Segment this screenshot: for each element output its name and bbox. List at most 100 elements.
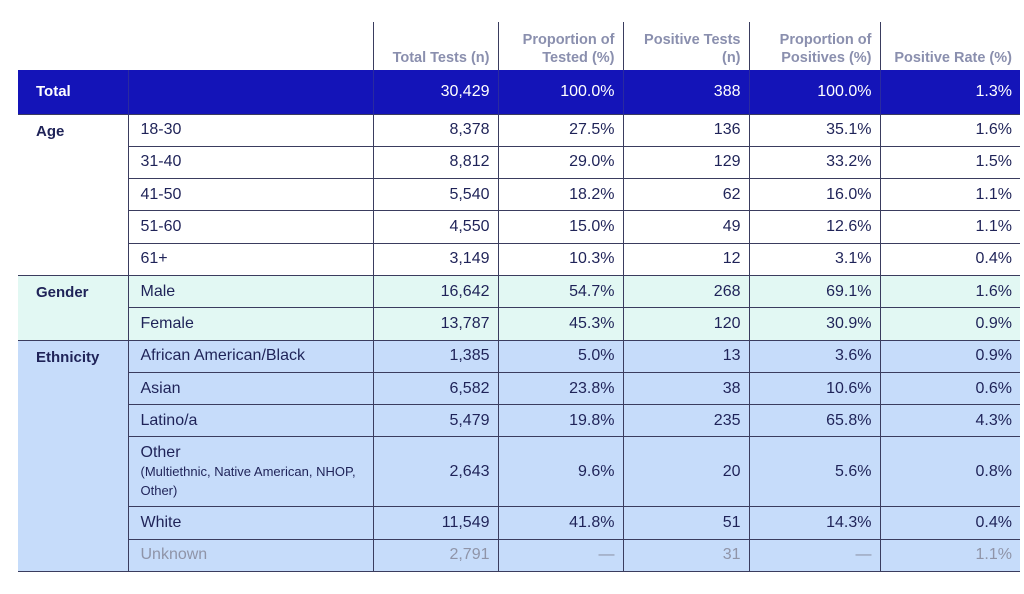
age-row-label: 41-50 xyxy=(127,178,373,211)
total-positive-rate-cell: 1.3% xyxy=(879,70,1020,114)
total-tests-cell: 3,149 xyxy=(372,242,498,276)
positive-rate-cell: 0.4% xyxy=(879,506,1020,540)
ethnicity-category-label: Ethnicity xyxy=(18,339,128,573)
row-label-text: Other xyxy=(140,444,181,462)
proportion-positives-cell: 3.6% xyxy=(748,339,880,373)
header-row: Total Tests (n) Proportion of Tested (%)… xyxy=(18,22,1020,70)
ethnicity-row: Unknown 2,791—31—1.1% xyxy=(18,538,1020,573)
row-label-text: 41-50 xyxy=(140,185,182,203)
row-label-text: 18-30 xyxy=(140,121,182,139)
row-label-text: African American/Black xyxy=(140,347,306,365)
row-label-text: 51-60 xyxy=(140,218,182,236)
demographics-table: Total Tests (n) Proportion of Tested (%)… xyxy=(18,22,1020,573)
total-positive-tests-cell: 388 xyxy=(622,70,749,114)
proportion-tested-cell: 15.0% xyxy=(497,210,623,244)
row-label-note: (Multiethnic, Native American, NHOP, Oth… xyxy=(140,464,356,499)
proportion-tested-cell: 54.7% xyxy=(497,274,623,308)
positive-rate-cell: 0.6% xyxy=(879,371,1020,405)
row-label-text: Asian xyxy=(140,379,181,397)
age-group: Age 18-30 8,378 27.5% 136 35.1% 1.6% 31-40 8,812… xyxy=(18,113,1020,276)
age-row-label: 31-40 xyxy=(127,145,373,179)
proportion-positives-cell: — xyxy=(748,538,880,573)
gender-group: Gender Male 16,642 54.7% 268 69.1% 1.6% Female 1… xyxy=(18,274,1020,341)
age-row-label: 18-30 xyxy=(127,113,373,147)
proportion-positives-cell: 5.6% xyxy=(748,436,880,507)
positive-tests-cell: 235 xyxy=(622,404,749,437)
total-sublabel xyxy=(127,70,373,114)
positive-rate-cell: 1.6% xyxy=(879,113,1020,147)
row-label-text: 61+ xyxy=(140,250,168,268)
header-proportion-tested: Proportion of Tested (%) xyxy=(497,22,623,70)
proportion-positives-cell: 69.1% xyxy=(748,274,880,308)
positive-tests-cell: 129 xyxy=(622,145,749,179)
ethnicity-group: Ethnicity African American/Black 1,385 5.0%… xyxy=(18,339,1020,573)
positive-tests-cell: 12 xyxy=(622,242,749,276)
total-tests-cell: 2,791 xyxy=(372,538,498,573)
total-tests-cell: 8,812 xyxy=(372,145,498,179)
proportion-tested-cell: 19.8% xyxy=(497,404,623,437)
header-blank-category xyxy=(18,22,128,70)
positive-rate-cell: 1.1% xyxy=(879,178,1020,211)
positive-tests-cell: 51 xyxy=(622,506,749,540)
row-label-text: Latino/a xyxy=(140,411,198,429)
total-tests-cell: 13,787 xyxy=(372,307,498,341)
ethnicity-row: Ethnicity African American/Black 1,385 5.0%… xyxy=(18,339,1020,573)
positive-rate-cell: 1.1% xyxy=(879,538,1020,573)
proportion-positives-cell: 33.2% xyxy=(748,145,880,179)
header-positive-tests: Positive Tests (n) xyxy=(622,22,749,70)
proportion-positives-cell: 10.6% xyxy=(748,371,880,405)
header-total-tests: Total Tests (n) xyxy=(372,22,498,70)
ethnicity-row: White 11,549 41.8% 51 14.3% 0.4% xyxy=(18,506,1020,540)
positive-tests-cell: 120 xyxy=(622,307,749,341)
proportion-positives-cell: 14.3% xyxy=(748,506,880,540)
age-row-label: 61+ xyxy=(127,242,373,276)
ethnicity-row: Other (Multiethnic, Native American, NHOP… xyxy=(18,436,1020,507)
positive-rate-cell: 0.9% xyxy=(879,307,1020,341)
positive-tests-cell: 31 xyxy=(622,538,749,573)
row-label-text: 31-40 xyxy=(140,153,182,171)
age-row: Age 18-30 8,378 27.5% 136 35.1% 1.6% xyxy=(18,113,1020,276)
age-category-label: Age xyxy=(18,113,128,276)
positive-tests-cell: 268 xyxy=(622,274,749,308)
total-tests-cell: 1,385 xyxy=(372,339,498,373)
total-tests-cell: 8,378 xyxy=(372,113,498,147)
row-label-text: White xyxy=(140,514,182,532)
positive-tests-cell: 38 xyxy=(622,371,749,405)
positive-rate-cell: 4.3% xyxy=(879,404,1020,437)
gender-row-label: Male xyxy=(127,274,373,308)
proportion-positives-cell: 3.1% xyxy=(748,242,880,276)
positive-rate-cell: 1.1% xyxy=(879,210,1020,244)
gender-row-label: Female xyxy=(127,307,373,341)
total-tests-cell: 30,429 xyxy=(372,70,498,114)
positive-tests-cell: 136 xyxy=(622,113,749,147)
positive-tests-cell: 20 xyxy=(622,436,749,507)
header-proportion-positives: Proportion of Positives (%) xyxy=(748,22,880,70)
row-label-text: Female xyxy=(140,314,194,332)
total-tests-cell: 4,550 xyxy=(372,210,498,244)
proportion-tested-cell: 23.8% xyxy=(497,371,623,405)
proportion-positives-cell: 35.1% xyxy=(748,113,880,147)
positive-rate-cell: 0.4% xyxy=(879,242,1020,276)
total-tests-cell: 5,479 xyxy=(372,404,498,437)
age-row: 61+ 3,149 10.3% 12 3.1% 0.4% xyxy=(18,242,1020,276)
proportion-positives-cell: 65.8% xyxy=(748,404,880,437)
age-row: 51-60 4,550 15.0% 49 12.6% 1.1% xyxy=(18,210,1020,244)
gender-category-label: Gender xyxy=(18,274,128,341)
proportion-tested-cell: 9.6% xyxy=(497,436,623,507)
proportion-tested-cell: 29.0% xyxy=(497,145,623,179)
proportion-tested-cell: 5.0% xyxy=(497,339,623,373)
total-row: Total 30,429 100.0% 388 100.0% 1.3% xyxy=(18,70,1020,114)
proportion-tested-cell: — xyxy=(497,538,623,573)
proportion-positives-cell: 30.9% xyxy=(748,307,880,341)
total-label: Total xyxy=(18,70,128,114)
total-tests-cell: 11,549 xyxy=(372,506,498,540)
ethnicity-row-label: Unknown xyxy=(127,538,373,573)
ethnicity-row-label: White xyxy=(127,506,373,540)
gender-row: Gender Male 16,642 54.7% 268 69.1% 1.6% xyxy=(18,274,1020,341)
ethnicity-row-label: African American/Black xyxy=(127,339,373,373)
gender-row: Female 13,787 45.3% 120 30.9% 0.9% xyxy=(18,307,1020,341)
proportion-positives-cell: 12.6% xyxy=(748,210,880,244)
ethnicity-row: Latino/a 5,479 19.8% 235 65.8% 4.3% xyxy=(18,404,1020,437)
proportion-tested-cell: 45.3% xyxy=(497,307,623,341)
age-row-label: 51-60 xyxy=(127,210,373,244)
